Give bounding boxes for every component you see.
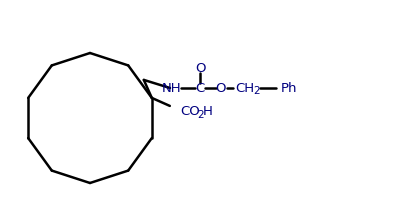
- Text: C: C: [195, 82, 205, 95]
- Text: H: H: [203, 105, 213, 118]
- Text: CH: CH: [235, 82, 255, 95]
- Text: CO: CO: [180, 105, 199, 118]
- Text: NH: NH: [162, 82, 182, 95]
- Text: 2: 2: [197, 110, 204, 120]
- Text: O: O: [216, 82, 226, 95]
- Text: 2: 2: [253, 86, 260, 96]
- Text: Ph: Ph: [281, 82, 297, 95]
- Text: O: O: [195, 61, 205, 74]
